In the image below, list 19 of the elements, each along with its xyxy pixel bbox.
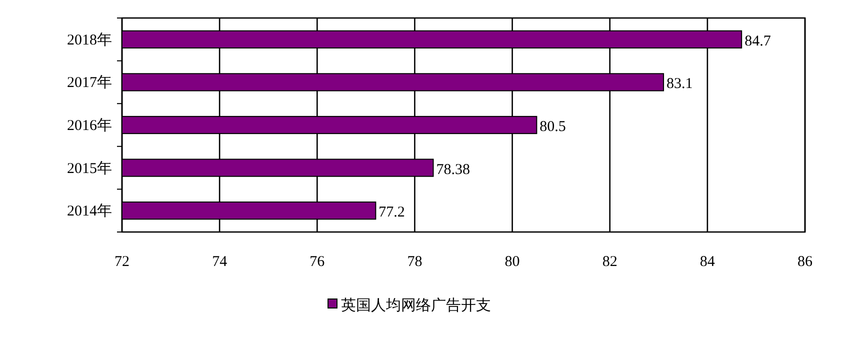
data-label: 84.7	[744, 33, 772, 50]
y-tick-label: 2017年	[67, 74, 112, 92]
data-label: 77.2	[378, 204, 405, 221]
x-tick-label: 80	[504, 254, 520, 270]
y-tick-label: 2014年	[67, 202, 112, 220]
y-tick-label: 2016年	[67, 117, 112, 134]
x-tick-label: 78	[407, 254, 422, 270]
y-tick-label: 2015年	[67, 160, 112, 177]
x-tick-label: 82	[602, 254, 618, 270]
data-label: 83.1	[666, 76, 693, 92]
x-tick-label: 74	[212, 254, 228, 270]
data-label: 78.38	[436, 162, 470, 178]
x-tick-label: 86	[798, 254, 813, 270]
legend-label: 英国人均网络广告开支	[341, 297, 491, 314]
x-tick-label: 76	[310, 254, 326, 270]
y-tick-label: 2018年	[67, 31, 112, 48]
x-tick-label: 84	[700, 254, 716, 270]
data-label: 80.5	[540, 119, 566, 135]
x-tick-label: 72	[114, 254, 130, 270]
